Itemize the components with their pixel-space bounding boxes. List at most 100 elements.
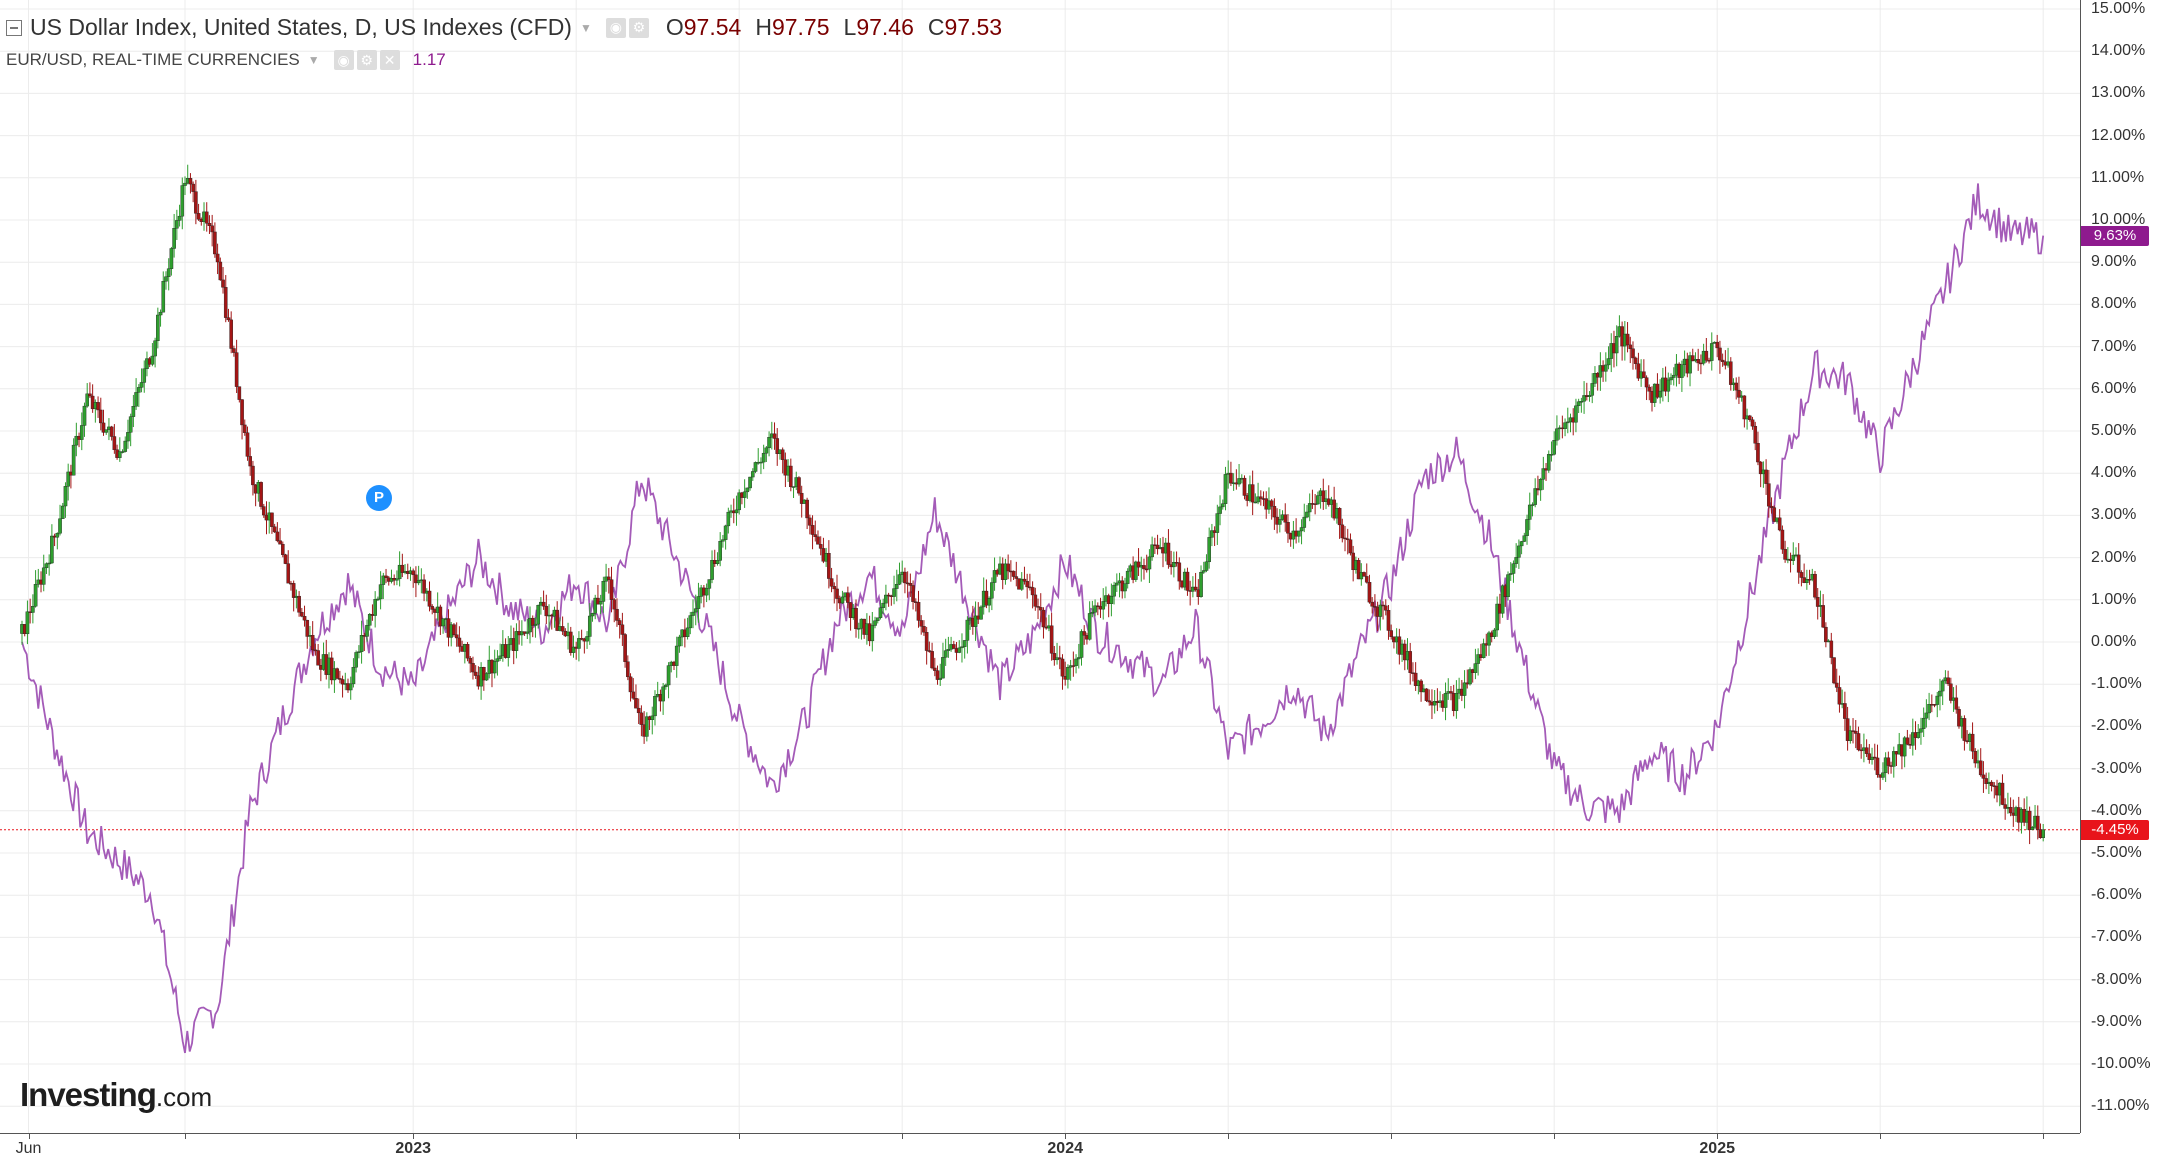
candle-body <box>44 563 49 569</box>
gear-icon[interactable]: ⚙ <box>356 50 377 70</box>
main-legend[interactable]: US Dollar Index, United States, D, US In… <box>6 14 1002 41</box>
candle-body <box>677 636 682 647</box>
candle-body <box>1495 603 1499 631</box>
candle-body <box>229 319 233 349</box>
candle-body <box>1517 545 1521 558</box>
candle-body <box>158 311 163 316</box>
candle-body <box>1834 682 1839 688</box>
candle-body <box>1427 700 1432 703</box>
candle-body <box>196 213 201 220</box>
candle-body <box>1215 513 1220 533</box>
candle-body <box>810 525 815 535</box>
candle-body <box>251 465 255 486</box>
candle-body <box>1886 757 1891 766</box>
candle-body <box>101 422 106 433</box>
candle-body <box>1155 544 1160 550</box>
candle-body <box>422 579 426 594</box>
candle-body <box>960 646 964 649</box>
candle-body <box>109 426 114 437</box>
chart-area[interactable]: US Dollar Index, United States, D, US In… <box>0 0 2080 1133</box>
candle-body <box>348 683 353 691</box>
candle-body <box>156 314 160 341</box>
candle-body <box>721 539 725 542</box>
candle-body <box>123 440 128 452</box>
pin-marker[interactable]: P <box>366 485 392 511</box>
candle-body <box>66 471 70 487</box>
candle-body <box>452 624 456 635</box>
candle-body <box>427 590 432 607</box>
candle-body <box>1370 601 1374 607</box>
candle-body <box>1957 709 1961 727</box>
investing-logo: Investing.com <box>20 1076 212 1114</box>
y-tick-label: -6.00% <box>2091 886 2142 904</box>
candle-body <box>1237 478 1241 485</box>
y-tick-label: 13.00% <box>2091 84 2146 102</box>
candle-body <box>1848 730 1853 741</box>
candle-body <box>1902 737 1907 757</box>
candle-body <box>1142 565 1146 570</box>
price-axis[interactable]: 15.00% 14.00% 13.00% 12.00% 11.00% 10.00% 9.00… <box>2080 0 2163 1133</box>
gear-icon[interactable]: ⚙ <box>628 17 649 38</box>
y-tick-label: -2.00% <box>2091 717 2142 735</box>
candle-body <box>416 580 421 584</box>
main-series-title[interactable]: US Dollar Index, United States, D, US In… <box>30 14 572 40</box>
secondary-series-value: 1.17 <box>412 50 446 69</box>
chevron-down-icon[interactable]: ▼ <box>307 53 320 67</box>
candle-body <box>226 317 231 321</box>
candle-body <box>1193 586 1198 590</box>
secondary-legend[interactable]: EUR/USD, REAL-TIME CURRENCIES ▼ ◉ ⚙ ✕ 1.… <box>6 50 446 70</box>
candle-body <box>748 476 752 489</box>
candle-body <box>1932 704 1937 706</box>
candle-body <box>1297 530 1301 537</box>
candle-body <box>1079 631 1084 658</box>
candle-body <box>1082 631 1087 636</box>
candle-body <box>1150 544 1154 558</box>
candle-body <box>335 668 339 679</box>
candle-body <box>1256 496 1260 503</box>
candle-body <box>164 276 168 282</box>
candle-body <box>661 686 665 702</box>
candle-body <box>183 182 187 186</box>
chart-plot[interactable] <box>0 0 2080 1133</box>
candle-body <box>373 599 377 616</box>
candle-body <box>357 651 361 653</box>
candle-body <box>609 579 614 600</box>
y-tick-label: 12.00% <box>2091 126 2146 144</box>
candle-body <box>892 588 896 597</box>
candle-body <box>58 518 62 534</box>
candle-body <box>1870 756 1874 760</box>
secondary-series-title[interactable]: EUR/USD, REAL-TIME CURRENCIES <box>6 50 300 69</box>
candle-body <box>71 444 76 476</box>
candle-body <box>533 623 538 626</box>
close-icon[interactable]: ✕ <box>379 50 400 70</box>
time-axis[interactable]: Jun 2023 2024 2025 <box>0 1133 2080 1164</box>
candle-body <box>1546 454 1551 471</box>
candle-body <box>1655 383 1660 398</box>
candle-body <box>1207 537 1211 563</box>
candle-body <box>1777 517 1782 531</box>
candle-body <box>1669 377 1673 381</box>
candle-body <box>2041 829 2045 839</box>
visibility-icon[interactable]: ◉ <box>333 50 354 70</box>
visibility-icon[interactable]: ◉ <box>605 17 626 38</box>
candle-body <box>1462 682 1467 696</box>
collapse-legend-icon[interactable] <box>6 19 22 36</box>
candle-body <box>1541 468 1546 480</box>
candle-body <box>378 584 383 600</box>
candle-body <box>1791 554 1796 561</box>
x-tick-label: 2025 <box>1699 1140 1735 1157</box>
candle-body <box>283 554 288 564</box>
candle-body <box>718 541 722 561</box>
chevron-down-icon[interactable]: ▼ <box>579 20 592 35</box>
candle-body <box>886 594 891 597</box>
candle-body <box>240 399 244 426</box>
candle-body <box>1549 454 1554 456</box>
candle-body <box>2003 804 2007 809</box>
candle-body <box>1636 363 1641 379</box>
x-tick-label: 2023 <box>395 1140 431 1157</box>
candle-body <box>153 340 157 357</box>
candle-body <box>261 506 266 516</box>
y-tick-label: 3.00% <box>2091 506 2137 524</box>
candle-body <box>1514 557 1518 564</box>
candle-body <box>1242 477 1247 496</box>
